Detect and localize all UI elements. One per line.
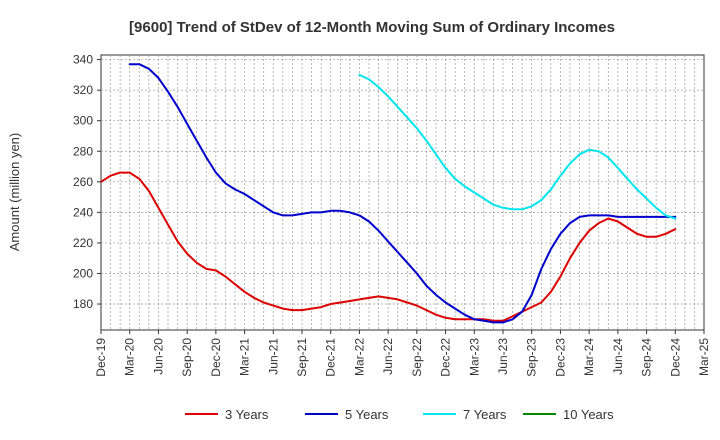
x-tick-label: Dec-22 — [439, 338, 453, 377]
y-tick-label: 300 — [73, 114, 93, 128]
y-axis-label: Amount (million yen) — [7, 133, 22, 252]
y-tick-label: 340 — [73, 53, 93, 67]
x-tick-label: Jun-22 — [381, 338, 395, 375]
x-tick-label: Sep-20 — [180, 338, 194, 377]
x-tick-label: Dec-19 — [94, 338, 108, 377]
y-tick-label: 320 — [73, 83, 93, 97]
series-line-3-years — [100, 171, 677, 322]
x-tick-label: Mar-25 — [697, 338, 711, 376]
x-tick-label: Dec-20 — [209, 338, 223, 377]
y-tick-label: 240 — [73, 205, 93, 219]
x-tick-label: Dec-21 — [324, 338, 338, 377]
x-tick-label: Jun-24 — [611, 338, 625, 375]
series-line-7-years — [358, 73, 677, 220]
x-tick-label: Mar-21 — [238, 338, 252, 376]
x-tick-label: Mar-24 — [582, 338, 596, 376]
x-tick-label: Mar-20 — [123, 338, 137, 376]
legend-label-10-years: 10 Years — [563, 407, 614, 422]
legend-label-7-years: 7 Years — [463, 407, 507, 422]
x-tick-label: Sep-23 — [525, 338, 539, 377]
chart-title: [9600] Trend of StDev of 12-Month Moving… — [129, 19, 615, 36]
series-line-5-years — [128, 63, 677, 324]
y-tick-label: 280 — [73, 144, 93, 158]
x-tick-label: Dec-23 — [553, 338, 567, 377]
y-tick-label: 220 — [73, 236, 93, 250]
x-tick-label: Sep-21 — [295, 338, 309, 377]
y-tick-label: 200 — [73, 266, 93, 280]
legend-label-5-years: 5 Years — [345, 407, 389, 422]
x-tick-label: Dec-24 — [668, 338, 682, 377]
x-tick-label: Mar-22 — [352, 338, 366, 376]
x-tick-label: Jun-23 — [496, 338, 510, 375]
legend: 3 Years 5 Years 7 Years 10 Years — [185, 407, 614, 422]
x-tick-label: Sep-22 — [410, 338, 424, 377]
x-tick-label: Jun-21 — [266, 338, 280, 375]
legend-label-3-years: 3 Years — [225, 407, 269, 422]
x-tick-label: Sep-24 — [640, 338, 654, 377]
y-axis-ticks: 180 200 220 240 260 280 300 320 340 — [73, 53, 101, 311]
series-lines — [100, 63, 677, 324]
x-axis-ticks: Dec-19 Mar-20 Jun-20 Sep-20 Dec-20 Mar-21 Jun-… — [94, 330, 711, 377]
y-tick-label: 260 — [73, 175, 93, 189]
x-tick-label: Jun-20 — [151, 338, 165, 375]
x-tick-label: Mar-23 — [467, 338, 481, 376]
y-tick-label: 180 — [73, 297, 93, 311]
plot-area — [100, 54, 705, 331]
